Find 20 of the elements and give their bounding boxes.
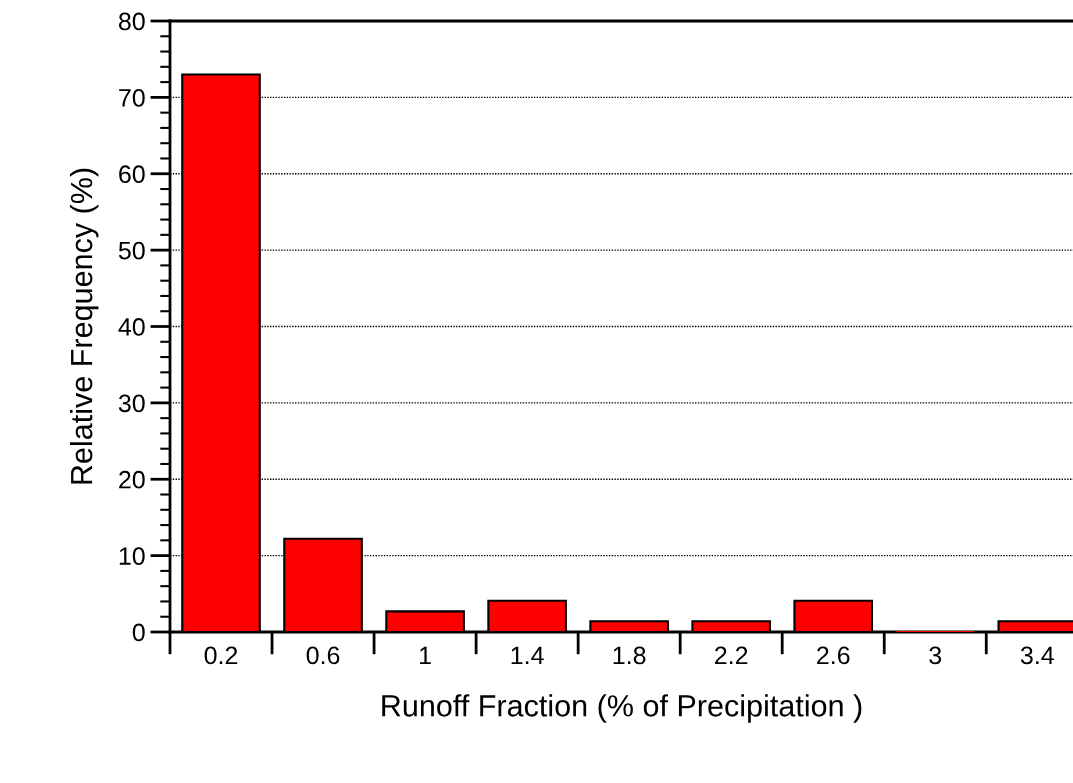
x-tick-label: 3.4 <box>1020 646 1054 665</box>
x-tick-label: 1.4 <box>511 646 544 665</box>
y-tick-label: 60 <box>119 165 145 184</box>
y-tick-label: 80 <box>118 12 145 31</box>
y-tick-label: 10 <box>119 547 145 565</box>
y-tick-label: 50 <box>118 241 145 260</box>
x-tick-label: 0.6 <box>306 646 340 665</box>
y-tick-label: 0 <box>132 623 145 642</box>
y-tick-label: 30 <box>118 394 145 413</box>
x-tick-label: 0.2 <box>204 646 238 665</box>
y-tick-label: 70 <box>119 88 145 107</box>
x-tick-label: 2.6 <box>817 646 850 665</box>
x-tick-label: 2.2 <box>715 646 748 665</box>
x-axis-title: Runoff Fraction (% of Precipitation ) <box>382 694 862 723</box>
x-tick-label: 3 <box>929 646 942 665</box>
y-tick-label: 20 <box>119 470 145 489</box>
y-axis-title: Relative Frequency (%) <box>69 168 99 484</box>
y-tick-label: 40 <box>118 318 145 336</box>
x-tick-label: 1.8 <box>613 646 646 665</box>
x-tick-label: 1 <box>420 646 431 665</box>
